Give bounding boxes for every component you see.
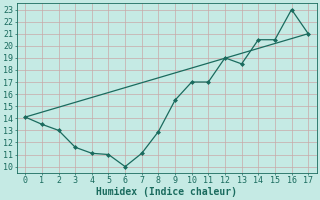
- X-axis label: Humidex (Indice chaleur): Humidex (Indice chaleur): [96, 186, 237, 197]
